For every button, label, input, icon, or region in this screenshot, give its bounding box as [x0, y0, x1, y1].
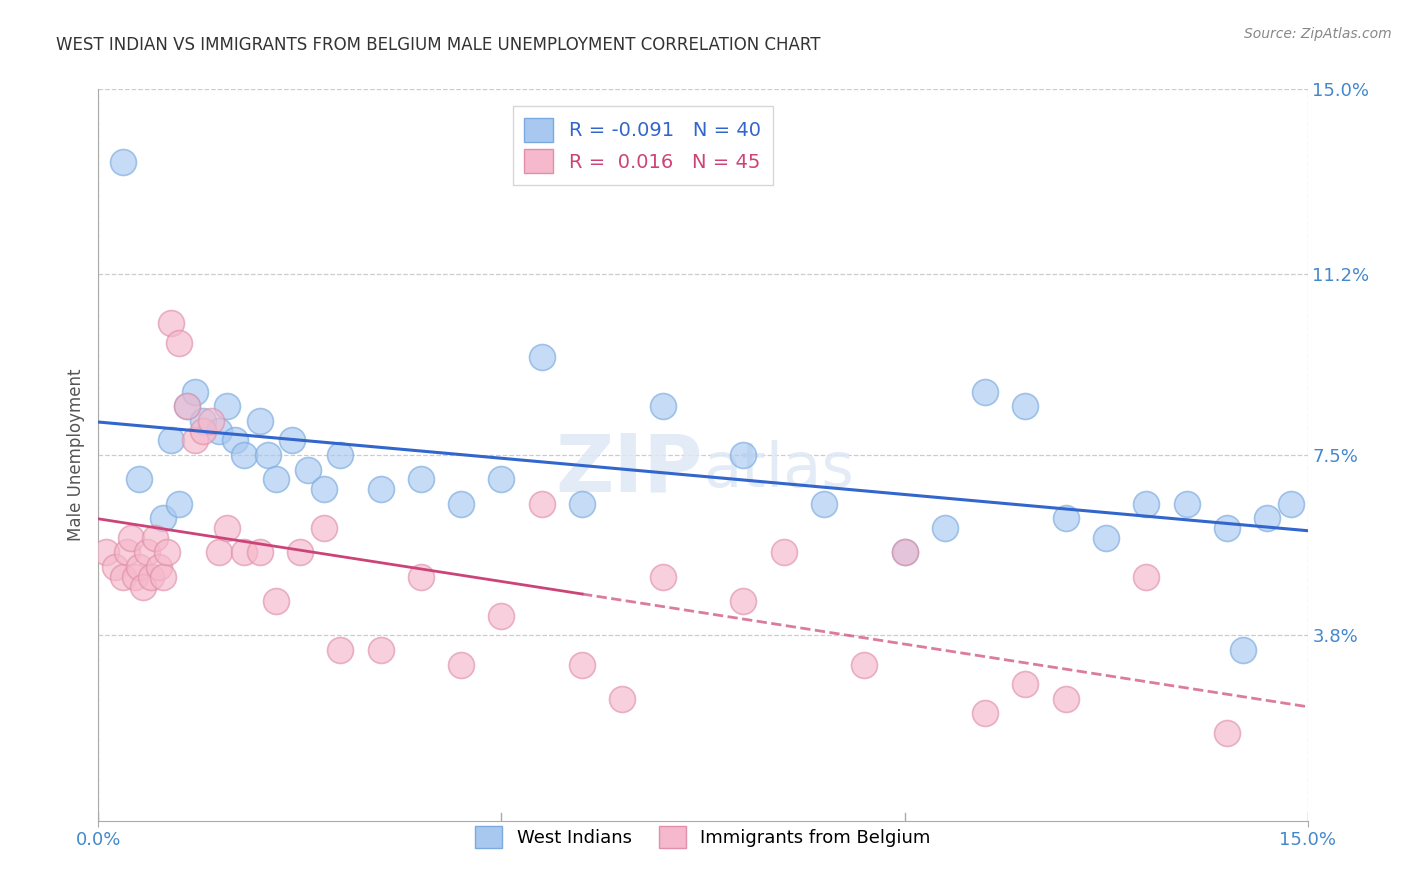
Point: [256, 448, 278, 462]
Point: [1281, 497, 1303, 511]
Point: [176, 399, 198, 413]
Point: [115, 545, 138, 559]
Point: [651, 399, 673, 413]
Point: [893, 545, 915, 559]
Point: [1135, 570, 1157, 584]
Point: [103, 560, 125, 574]
Point: [96, 545, 118, 559]
Point: [1014, 399, 1036, 413]
Y-axis label: Male Unemployment: Male Unemployment: [66, 368, 84, 541]
Point: [450, 497, 472, 511]
Point: [329, 643, 352, 657]
Point: [232, 448, 254, 462]
Point: [530, 351, 553, 365]
Point: [571, 657, 593, 672]
Point: [128, 560, 150, 574]
Point: [893, 545, 915, 559]
Point: [184, 384, 207, 399]
Point: [224, 434, 246, 448]
Point: [167, 497, 190, 511]
Point: [1216, 521, 1239, 535]
Point: [217, 521, 239, 535]
Point: [120, 531, 142, 545]
Point: [1095, 531, 1118, 545]
Point: [132, 580, 155, 594]
Point: [124, 570, 146, 584]
Point: [193, 424, 215, 438]
Point: [232, 545, 254, 559]
Point: [772, 545, 794, 559]
Point: [176, 399, 198, 413]
Point: [612, 691, 634, 706]
Point: [1014, 677, 1036, 691]
Point: [314, 482, 336, 496]
Point: [1054, 691, 1077, 706]
Point: [152, 570, 174, 584]
Point: [111, 155, 134, 169]
Point: [193, 414, 215, 428]
Point: [208, 545, 231, 559]
Point: [1135, 497, 1157, 511]
Point: [264, 594, 287, 608]
Point: [450, 657, 472, 672]
Point: [974, 706, 997, 721]
Point: [1232, 643, 1254, 657]
Point: [249, 545, 271, 559]
Point: [152, 511, 174, 525]
Point: [934, 521, 956, 535]
Point: [111, 570, 134, 584]
Point: [370, 482, 392, 496]
Point: [813, 497, 835, 511]
Point: [1175, 497, 1198, 511]
Point: [288, 545, 311, 559]
Point: [160, 434, 183, 448]
Point: [1054, 511, 1077, 525]
Point: [491, 608, 513, 623]
Point: [217, 399, 239, 413]
Point: [156, 545, 179, 559]
Point: [184, 434, 207, 448]
Point: [733, 448, 755, 462]
Point: [974, 384, 997, 399]
Point: [853, 657, 876, 672]
Point: [281, 434, 304, 448]
Point: [135, 545, 157, 559]
Point: [160, 316, 183, 330]
Text: WEST INDIAN VS IMMIGRANTS FROM BELGIUM MALE UNEMPLOYMENT CORRELATION CHART: WEST INDIAN VS IMMIGRANTS FROM BELGIUM M…: [56, 36, 821, 54]
Legend: West Indians, Immigrants from Belgium: West Indians, Immigrants from Belgium: [468, 819, 938, 855]
Point: [249, 414, 271, 428]
Point: [128, 472, 150, 486]
Point: [264, 472, 287, 486]
Point: [314, 521, 336, 535]
Point: [409, 570, 432, 584]
Point: [148, 560, 170, 574]
Point: [139, 570, 162, 584]
Point: [329, 448, 352, 462]
Point: [733, 594, 755, 608]
Point: [297, 462, 319, 476]
Point: [167, 335, 190, 350]
Text: Source: ZipAtlas.com: Source: ZipAtlas.com: [1244, 27, 1392, 41]
Point: [651, 570, 673, 584]
Point: [409, 472, 432, 486]
Point: [571, 497, 593, 511]
Point: [1256, 511, 1278, 525]
Point: [208, 424, 231, 438]
Point: [491, 472, 513, 486]
Point: [200, 414, 222, 428]
Text: atlas: atlas: [703, 440, 853, 500]
Text: ZIP: ZIP: [555, 431, 703, 508]
Point: [143, 531, 166, 545]
Point: [1216, 726, 1239, 740]
Point: [370, 643, 392, 657]
Point: [530, 497, 553, 511]
